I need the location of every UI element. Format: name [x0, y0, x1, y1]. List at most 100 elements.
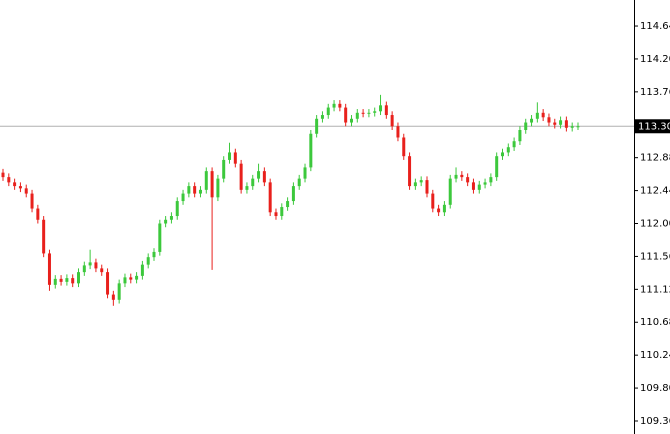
candle-body	[564, 120, 568, 128]
candle-body	[437, 208, 441, 213]
candle-body	[36, 208, 40, 220]
candle-body	[262, 171, 266, 183]
candle-body	[489, 177, 493, 183]
candle-body	[111, 294, 115, 300]
candle-body	[257, 171, 261, 179]
candle-body	[88, 262, 92, 266]
y-tick-label: 114.200	[640, 54, 670, 65]
candle-body	[419, 180, 423, 183]
y-tick-label: 112.000	[640, 219, 670, 230]
candle-body	[71, 278, 75, 284]
y-tick-label: 109.360	[640, 416, 670, 427]
candle-body	[315, 118, 319, 134]
candle-body	[59, 278, 63, 282]
candle-body	[106, 272, 110, 295]
candle-body	[18, 186, 22, 189]
candle-body	[129, 277, 133, 280]
candle-body	[471, 182, 475, 190]
candle-body	[291, 186, 295, 202]
candle-body	[576, 126, 580, 128]
candle-body	[460, 174, 464, 178]
candle-body	[326, 107, 330, 116]
candle-body	[135, 275, 139, 280]
candle-body	[239, 163, 243, 190]
candle-body	[384, 105, 388, 116]
candle-body	[13, 182, 17, 187]
y-tick-label: 109.800	[640, 383, 670, 394]
candle-body	[553, 122, 557, 125]
last-price-box	[635, 119, 670, 134]
candle-body	[442, 204, 446, 213]
candle-body	[373, 111, 377, 113]
y-tick-label: 112.880	[640, 153, 670, 164]
candle-body	[338, 103, 342, 108]
candle-body	[140, 264, 144, 276]
y-tick-label: 114.640	[640, 21, 670, 32]
candle-body	[355, 112, 359, 119]
candle-body	[547, 117, 551, 123]
candle-body	[233, 152, 237, 164]
candle-body	[187, 186, 191, 194]
candle-body	[210, 171, 214, 198]
candle-body	[274, 212, 278, 217]
candle-body	[280, 207, 284, 217]
candle-body	[390, 115, 394, 127]
candle-body	[512, 141, 516, 148]
candle-body	[506, 147, 510, 153]
candle-body	[228, 152, 232, 160]
candle-body	[245, 186, 249, 190]
candle-body	[94, 262, 98, 269]
candle-body	[7, 177, 11, 183]
candle-body	[286, 201, 290, 208]
candle-body	[309, 133, 313, 168]
candle-body	[123, 277, 127, 284]
candle-body	[47, 253, 51, 285]
candle-body	[30, 193, 34, 209]
candle-body	[169, 216, 173, 220]
candle-body	[303, 167, 307, 179]
candle-body	[198, 189, 202, 194]
candle-body	[495, 156, 499, 178]
candle-body	[251, 178, 255, 187]
candle-body	[53, 278, 57, 285]
candle-body	[349, 118, 353, 123]
candle-body	[152, 251, 156, 258]
candle-body	[466, 177, 470, 183]
candle-body	[164, 219, 168, 224]
candle-body	[570, 126, 574, 128]
candle-body	[1, 172, 5, 178]
candle-body	[361, 112, 365, 114]
candle-body	[454, 174, 458, 179]
candle-body	[367, 112, 371, 114]
candle-body	[518, 130, 522, 142]
candle-body	[222, 159, 226, 179]
candle-body	[146, 257, 150, 265]
last-price-label: 113.30	[638, 121, 670, 132]
candle-body	[448, 178, 452, 205]
candle-body	[82, 265, 86, 273]
candle-body	[535, 112, 539, 119]
candle-body	[204, 171, 208, 190]
candle-body	[483, 182, 487, 185]
candle-body	[216, 178, 220, 198]
candle-body	[100, 268, 104, 273]
candle-body	[396, 126, 400, 138]
y-tick-label: 110.680	[640, 317, 670, 328]
candle-body	[500, 152, 504, 157]
y-tick-label: 111.560	[640, 251, 670, 262]
candle-body	[425, 180, 429, 194]
candle-body	[158, 223, 162, 252]
candle-body	[344, 107, 348, 123]
candle-body	[559, 120, 563, 125]
y-tick-label: 112.440	[640, 186, 670, 197]
candle-body	[431, 193, 435, 209]
candle-body	[181, 193, 185, 202]
candle-body	[379, 105, 383, 112]
candle-body	[24, 188, 28, 194]
candle-body	[42, 219, 46, 254]
candle-body	[193, 186, 197, 194]
candle-body	[402, 137, 406, 157]
candle-body	[117, 283, 121, 300]
y-tick-label: 111.120	[640, 284, 670, 295]
